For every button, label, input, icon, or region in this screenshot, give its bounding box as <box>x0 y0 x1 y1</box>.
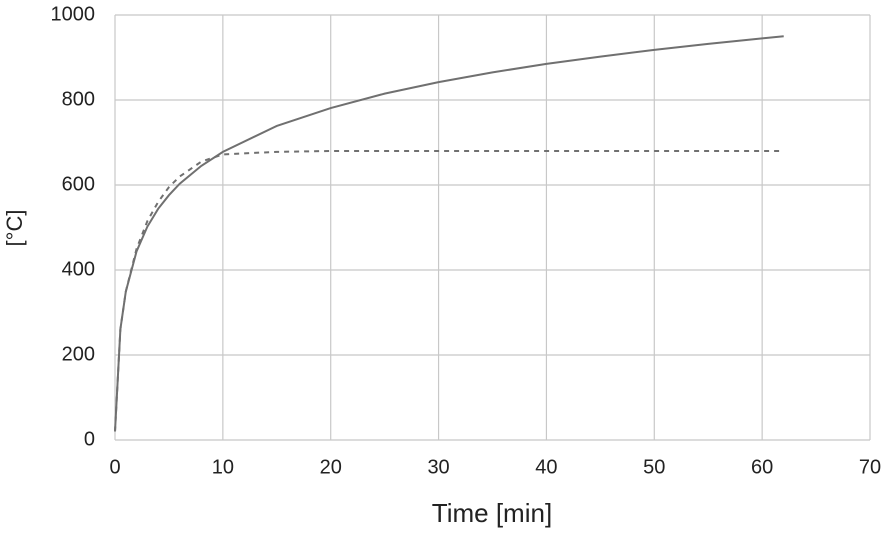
y-tick-label: 400 <box>62 258 95 280</box>
line-series <box>114 150 784 432</box>
y-tick-label: 0 <box>84 428 95 450</box>
x-tick-label: 60 <box>751 456 773 478</box>
x-tick-label: 30 <box>427 456 449 478</box>
x-tick-label: 0 <box>109 456 120 478</box>
x-tick-label: 40 <box>535 456 557 478</box>
x-tick-label: 70 <box>859 456 881 478</box>
y-axis-label: [°C] <box>2 210 27 247</box>
x-axis-label: Time [min] <box>432 498 552 528</box>
y-tick-label: 200 <box>62 343 95 365</box>
y-tick-label: 600 <box>62 173 95 195</box>
x-tick-label: 20 <box>320 456 342 478</box>
y-tick-label: 800 <box>62 88 95 110</box>
x-tick-label: 50 <box>643 456 665 478</box>
y-tick-label: 1000 <box>51 3 96 25</box>
line-series <box>114 35 784 432</box>
x-tick-label: 10 <box>212 456 234 478</box>
